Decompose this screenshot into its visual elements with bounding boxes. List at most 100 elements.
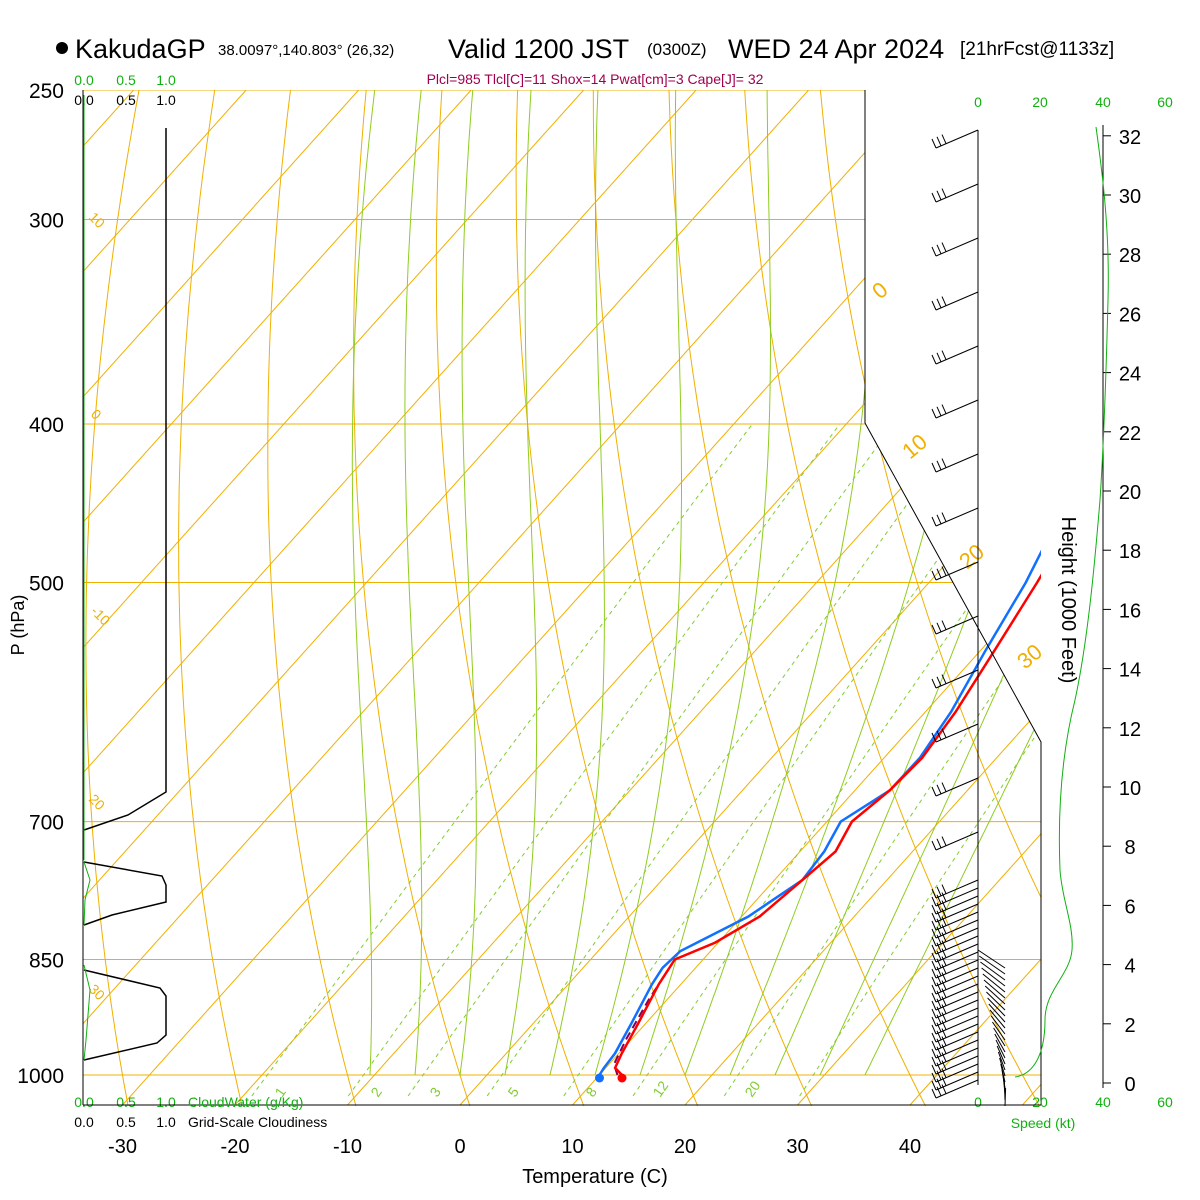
wind-barb-shaft xyxy=(935,887,979,907)
wind-barb-flag xyxy=(931,624,937,635)
wind-barb-flag xyxy=(931,1080,937,1091)
wind-barb-shaft xyxy=(935,1039,979,1059)
cloudwater-curve xyxy=(83,95,91,1061)
wind-barb-flag xyxy=(931,1056,937,1067)
mixing-ratio-line xyxy=(407,423,895,1097)
wind-barb-flag xyxy=(941,1068,947,1078)
wind-barb-flag xyxy=(931,976,937,987)
wind-barb-lower xyxy=(989,1009,1006,1029)
cloudwater-tick-bottom: 0.5 xyxy=(116,1094,136,1110)
cloudwater-tick-top: 0.5 xyxy=(116,72,136,88)
wind-barb-shaft xyxy=(935,1031,979,1051)
wind-barb-shaft xyxy=(935,991,979,1011)
wind-barb-lower xyxy=(997,1051,1006,1071)
wind-barb-flag xyxy=(941,956,947,966)
wind-barb-flag xyxy=(936,1078,942,1089)
isotherm-line xyxy=(797,832,1041,1106)
wind-barb-shaft xyxy=(935,999,979,1019)
wind-barb-flag xyxy=(931,678,937,689)
profiles xyxy=(595,549,1041,1083)
dry-adiabat xyxy=(592,90,813,1106)
isotherm-line xyxy=(684,707,1041,1106)
theta-label: 10 xyxy=(86,209,108,231)
wind-barb-flag xyxy=(931,912,937,923)
wind-barb-flag xyxy=(941,964,947,974)
wind-barb-flag xyxy=(931,192,937,203)
temperature-tick-label: -30 xyxy=(108,1136,137,1158)
moist-adiabat xyxy=(549,90,605,1076)
wind-barb-lower xyxy=(977,949,1006,969)
wind-barb-flag xyxy=(941,892,947,902)
wind-barb-flag xyxy=(931,992,937,1003)
wind-barb-lower xyxy=(1004,1087,1007,1107)
wind-barb-flag xyxy=(936,352,942,363)
wind-barb-flag xyxy=(936,910,942,921)
wind-barb-flag xyxy=(936,950,942,961)
wind-barb-flag xyxy=(936,902,942,913)
valid-time: Valid 1200 JST xyxy=(448,34,629,64)
wind-barb-flag xyxy=(941,728,947,738)
wind-barb-flag xyxy=(931,138,937,149)
wind-barb-shaft xyxy=(935,1079,979,1099)
theta-label: 0 xyxy=(88,406,105,423)
wind-barb-flag xyxy=(936,838,942,849)
height-tick-label: 16 xyxy=(1119,600,1141,622)
wind-barb-flag xyxy=(936,1054,942,1065)
mixing-ratio-line xyxy=(251,423,753,1097)
wind-barb-flag xyxy=(941,1012,947,1022)
utc-time: (0300Z) xyxy=(647,40,707,59)
cloud-panel: 0.0 0.5 1.00.0 0.5 1.00.0 0.5 1.00.0 0.5 1.0 xyxy=(74,72,176,1130)
height-tick-label: 0 xyxy=(1124,1074,1135,1096)
mixing-ratio-label: 2 xyxy=(367,1084,385,1100)
height-axis-label: Height (1000 Feet) xyxy=(1057,517,1079,684)
wind-barb-flag xyxy=(931,960,937,971)
wind-barb-lower xyxy=(999,1057,1006,1077)
mask-diagonal xyxy=(865,90,1041,742)
wind-barb-flag xyxy=(941,1020,947,1030)
wind-barb-flag xyxy=(936,730,942,741)
wind-barb-flag xyxy=(941,296,947,306)
wind-barb-flag xyxy=(931,984,937,995)
theta-label: -10 xyxy=(88,603,114,629)
wind-barb-shaft xyxy=(935,561,979,581)
wind-barb-shaft xyxy=(935,453,979,473)
height-tick-label: 14 xyxy=(1119,660,1141,682)
mixing-ratio-line xyxy=(723,622,1041,1097)
wind-barb-flag xyxy=(936,886,942,897)
wind-barb-shaft xyxy=(935,983,979,1003)
wind-barb-flag xyxy=(941,972,947,982)
temperature-tick-label: 0 xyxy=(454,1136,465,1158)
wind-barb-flag xyxy=(936,406,942,417)
temperature-trace xyxy=(613,573,1041,1076)
temperature-tick-label: 10 xyxy=(561,1136,583,1158)
wind-barb-shaft xyxy=(935,831,979,851)
dry-adiabat xyxy=(1117,61,1200,1110)
wind-barb-flag xyxy=(936,514,942,525)
wind-barb-flag xyxy=(936,244,942,255)
wind-barb-flag xyxy=(931,408,937,419)
wind-barb-flag xyxy=(936,1086,942,1097)
wind-barb-flag xyxy=(941,674,947,684)
wind-barb-flag xyxy=(936,1062,942,1073)
dry-adiabat xyxy=(515,90,699,1106)
wind-barb-flag xyxy=(931,1008,937,1019)
wind-barb-shaft xyxy=(935,903,979,923)
wind-barb-shaft xyxy=(935,1007,979,1027)
wind-barb-lower xyxy=(991,1021,1006,1041)
wind-barb-shaft xyxy=(935,237,979,257)
wind-barb-flag xyxy=(936,894,942,905)
wind-barb-flag xyxy=(936,926,942,937)
wind-barb-flag xyxy=(931,1072,937,1083)
isotherm-line xyxy=(83,90,697,774)
wind-barb-shaft xyxy=(935,1055,979,1075)
wind-barb-flag xyxy=(941,996,947,1006)
pressure-tick-label: 700 xyxy=(29,812,64,835)
theta-label: 20 xyxy=(86,791,108,813)
moist-adiabat xyxy=(639,90,771,1076)
wind-barb-flag xyxy=(941,242,947,252)
wind-barb-flag xyxy=(936,1006,942,1017)
wind-barb-shaft xyxy=(935,1063,979,1083)
wind-barb-flag xyxy=(931,516,937,527)
wind-barb-shaft xyxy=(935,1015,979,1035)
height-tick-label: 30 xyxy=(1119,186,1141,208)
